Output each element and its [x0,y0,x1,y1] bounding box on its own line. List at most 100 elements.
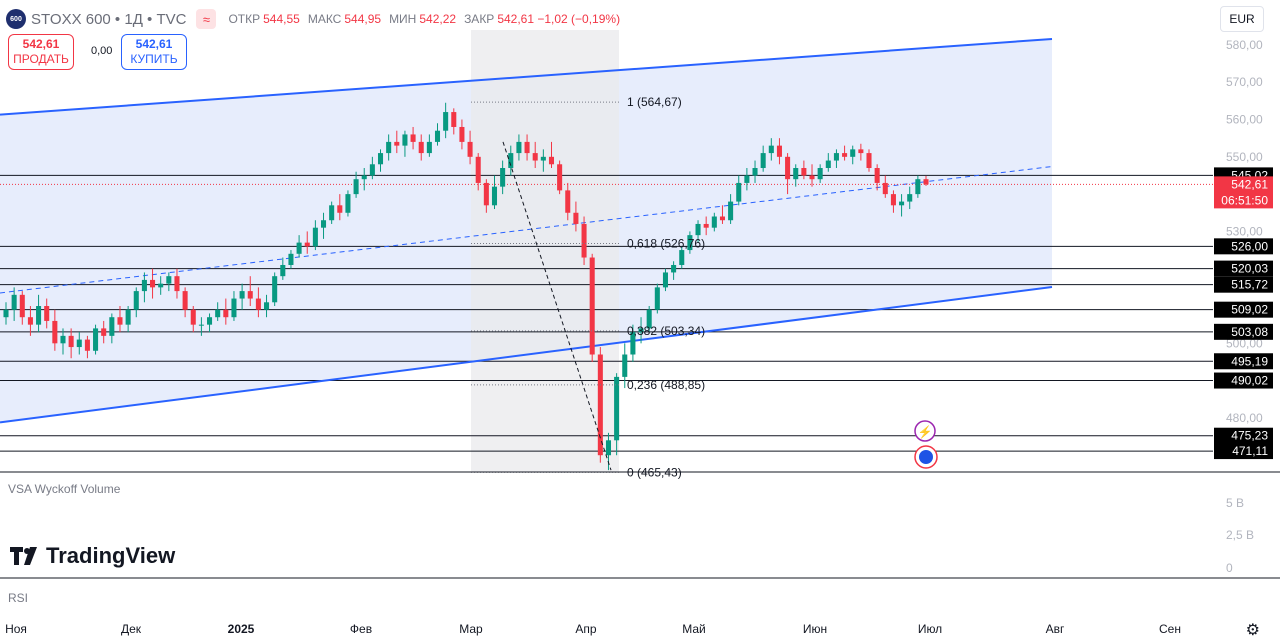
candle[interactable] [654,283,660,314]
candle[interactable] [760,145,766,172]
level-price-tag[interactable] [1214,372,1273,389]
candle[interactable] [890,190,896,213]
candle[interactable] [369,156,375,180]
candle[interactable] [329,201,335,224]
candle[interactable] [459,119,465,150]
candle[interactable] [524,134,530,161]
candle[interactable] [239,283,245,310]
candle[interactable] [516,134,522,161]
candle[interactable] [719,205,725,224]
candle[interactable] [158,276,164,295]
candle[interactable] [117,306,123,333]
candle[interactable] [736,175,742,206]
candle[interactable] [418,134,424,161]
candle[interactable] [646,306,652,333]
candle[interactable] [679,246,685,269]
candle[interactable] [557,160,563,195]
candle[interactable] [597,347,603,463]
candle[interactable] [377,149,384,172]
level-price-tag[interactable] [1214,301,1273,318]
price-axis[interactable] [1213,0,1280,472]
candle[interactable] [809,164,815,187]
candle[interactable] [899,194,905,217]
candle[interactable] [76,332,82,355]
candle[interactable] [150,268,156,299]
candle[interactable] [695,220,701,243]
level-price-tag[interactable] [1214,276,1273,293]
candle[interactable] [231,291,237,321]
candle[interactable] [166,272,172,292]
candle[interactable] [768,138,774,161]
currency-selector[interactable]: EUR [1220,6,1264,32]
candle[interactable] [752,160,758,183]
candle[interactable] [320,212,327,239]
candle[interactable] [304,231,310,254]
candle[interactable] [793,164,799,187]
candle[interactable] [125,306,131,333]
candle[interactable] [296,235,302,258]
candle[interactable] [565,182,571,221]
channel-lower-line[interactable] [0,286,1053,424]
candle[interactable] [500,160,506,195]
candle[interactable] [394,130,400,154]
candle[interactable] [687,231,693,254]
candle[interactable] [776,138,782,165]
candle[interactable] [491,175,498,210]
candle[interactable] [589,253,595,362]
candle[interactable] [833,149,839,169]
candle[interactable] [622,343,628,389]
candle[interactable] [44,298,50,329]
symbol-title[interactable]: STOXX 600 • 1Д • TVC [31,10,187,28]
volume-pane-title[interactable]: VSA Wyckoff Volume [8,482,121,496]
candle[interactable] [842,145,848,161]
candle[interactable] [614,373,620,456]
tradingview-logo[interactable]: TradingView [10,543,175,569]
candle[interactable] [451,108,457,135]
symbol-logo[interactable]: 600 [6,9,26,29]
gear-icon[interactable]: ⚙ [1245,622,1260,639]
candle[interactable] [223,298,229,325]
candle[interactable] [426,134,432,157]
candle[interactable] [671,261,677,280]
candle[interactable] [272,272,278,307]
candle[interactable] [882,175,888,198]
candle[interactable] [817,164,823,183]
level-price-tag[interactable] [1214,323,1273,340]
candle[interactable] [573,201,579,232]
candle[interactable] [907,186,913,210]
candle[interactable] [337,194,343,221]
candle[interactable] [84,335,90,359]
candle[interactable] [785,153,791,195]
candle[interactable] [27,306,33,336]
candle[interactable] [866,149,872,172]
fib-trend-line[interactable] [502,141,612,471]
candle[interactable] [540,149,546,172]
candle[interactable] [475,153,481,191]
candle[interactable] [174,268,180,299]
candle[interactable] [744,168,750,191]
sell-button[interactable]: 542,61 ПРОДАТЬ [8,34,74,70]
candle[interactable] [109,313,115,344]
level-price-tag[interactable] [1214,353,1273,370]
candle[interactable] [182,287,188,318]
candle[interactable] [443,102,449,139]
candle[interactable] [662,268,668,292]
wave-icon[interactable]: ≈ [196,9,217,29]
candle[interactable] [280,257,286,280]
lightning-icon[interactable] [914,420,936,442]
candle[interactable] [288,250,294,269]
candle[interactable] [711,212,717,232]
level-price-tag[interactable] [1214,427,1273,444]
candle[interactable] [703,216,709,236]
candle[interactable] [207,313,213,333]
candle[interactable] [101,320,107,344]
candle[interactable] [581,216,587,265]
level-price-tag[interactable] [1214,443,1273,460]
candle[interactable] [141,272,147,303]
candle[interactable] [434,123,441,146]
candle[interactable] [548,141,555,169]
candle[interactable] [508,145,514,176]
level-price-tag[interactable] [1214,238,1273,255]
candle[interactable] [93,324,99,355]
candle[interactable] [312,220,318,251]
